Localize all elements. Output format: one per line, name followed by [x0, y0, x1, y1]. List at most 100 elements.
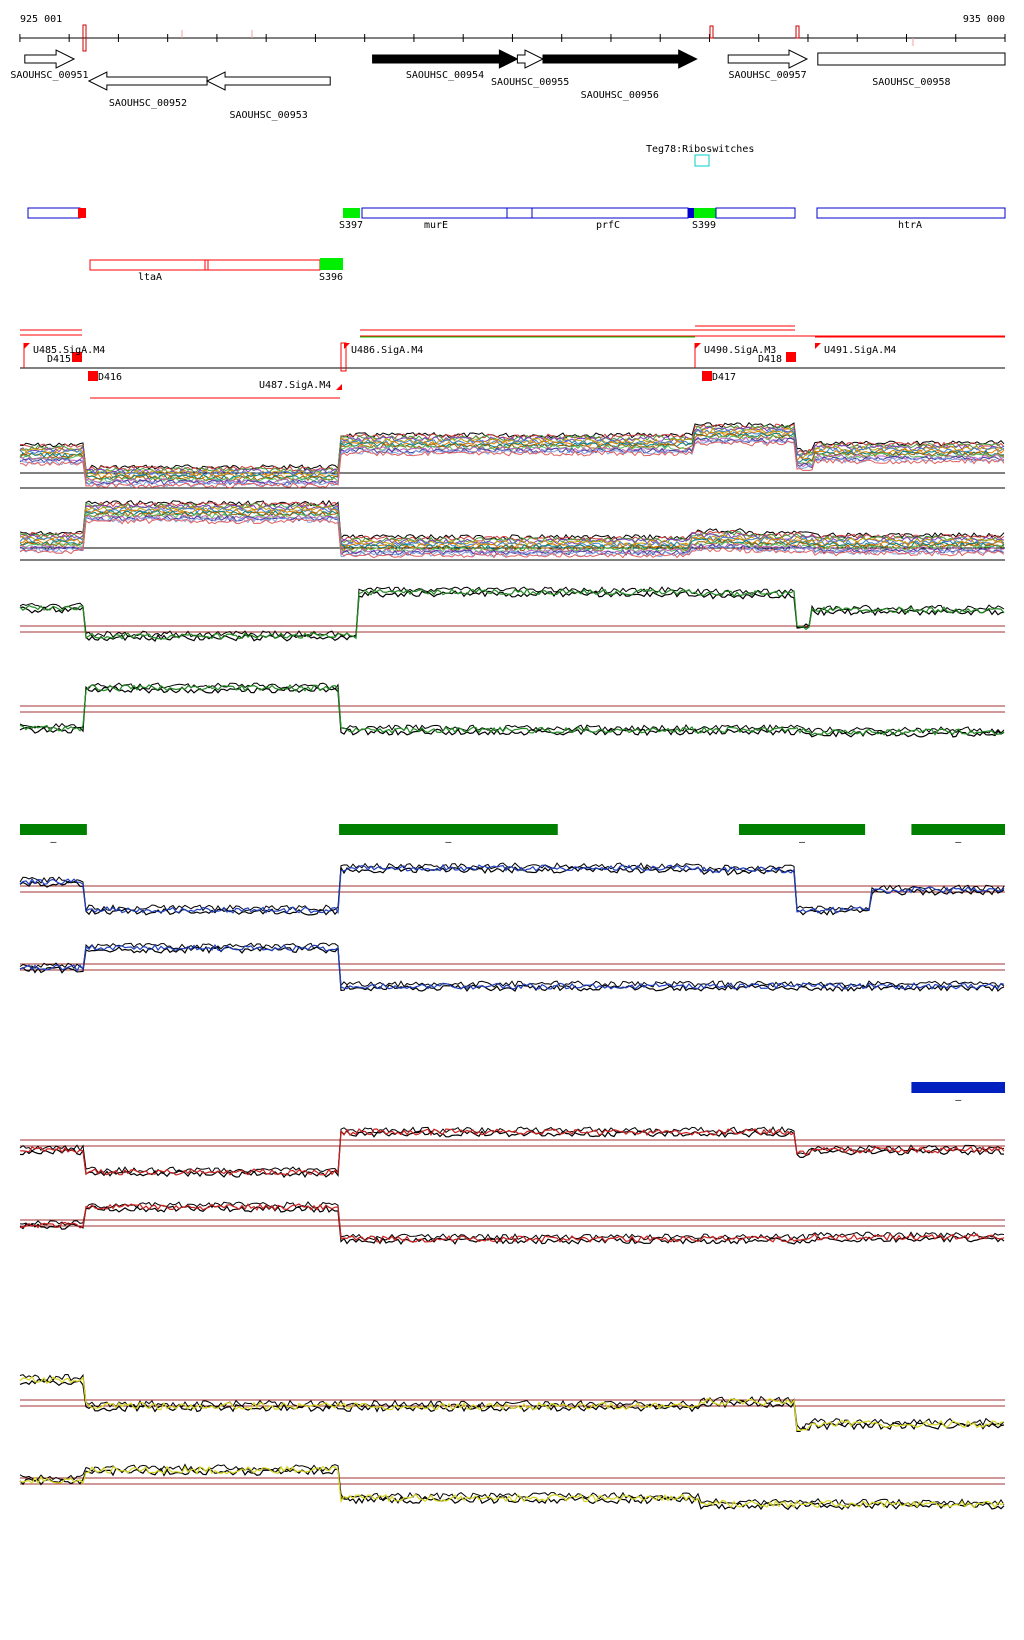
tss-flag[interactable] — [336, 384, 342, 390]
green-block[interactable] — [339, 824, 558, 835]
transcript-track: S397 murE prfC S399 htrA ltaA S396 — [27, 207, 1006, 283]
tss-flag[interactable] — [815, 343, 821, 349]
gene-arrow-saouhsc_00952[interactable] — [87, 71, 208, 91]
tss-flag[interactable] — [344, 343, 350, 349]
tss-label: D415 — [47, 354, 71, 365]
transcript-label-prfc: prfC — [596, 220, 620, 231]
green-block[interactable] — [20, 824, 87, 835]
coverage-line — [19, 1375, 1005, 1432]
tss-flag[interactable] — [695, 343, 701, 349]
green-block[interactable] — [911, 824, 1005, 835]
gene-label: SAOUHSC_00955 — [491, 77, 569, 88]
gene-arrow-saouhsc_00957[interactable] — [727, 49, 809, 69]
expression-track — [19, 1463, 1005, 1511]
gene-arrow-saouhsc_00955[interactable] — [516, 49, 545, 69]
transcript-label-mure: murE — [424, 220, 448, 231]
coverage-line — [19, 587, 1005, 640]
segment-label-s399: S399 — [692, 220, 716, 231]
block-label: – — [50, 837, 57, 848]
transcript-box-htra[interactable] — [816, 207, 1006, 219]
coverage-line — [19, 440, 1005, 489]
coverage-line — [19, 943, 1005, 990]
transcript-label-htra: htrA — [898, 220, 922, 231]
tss-label: U487.SigA.M4 — [259, 380, 331, 391]
riboswitch-label: Teg78:Riboswitches — [646, 144, 754, 155]
tss-box — [340, 342, 347, 372]
riboswitch-box[interactable] — [694, 154, 710, 167]
gene-arrow-saouhsc_00956[interactable] — [542, 49, 698, 69]
tss-label: U485.SigA.M4 — [33, 345, 105, 356]
tss-track: U485.SigA.M4 D415 D416 U487.SigA.M4 U486… — [20, 325, 1005, 399]
transcript-box[interactable] — [715, 207, 796, 219]
gene-arrow-saouhsc_00958[interactable] — [817, 52, 1006, 66]
expression-tracks — [19, 422, 1005, 1511]
block-label: – — [955, 837, 962, 848]
gene-arrow-saouhsc_00953[interactable] — [205, 71, 331, 91]
tss-label: D417 — [712, 372, 736, 383]
coverage-line — [20, 1129, 1005, 1179]
transcript-box-mure[interactable] — [361, 207, 508, 219]
coverage-line — [19, 1203, 1005, 1243]
coverage-line — [19, 427, 1005, 477]
coverage-line — [19, 1467, 1005, 1511]
transcript-box-prfc[interactable] — [531, 207, 689, 219]
expression-track — [19, 682, 1005, 738]
tss-label: U486.SigA.M4 — [351, 345, 423, 356]
coverage-line — [19, 518, 1005, 559]
coverage-line — [19, 682, 1005, 734]
gene-arrow-saouhsc_00954[interactable] — [372, 49, 519, 69]
expression-track — [19, 499, 1005, 561]
coverage-line — [19, 863, 1005, 915]
gene-label: SAOUHSC_00951 — [10, 70, 88, 81]
expression-track — [19, 1126, 1005, 1179]
tss-label: D418 — [758, 354, 782, 365]
coverage-line — [19, 426, 1005, 475]
coverage-line — [19, 1465, 1005, 1509]
coverage-line — [19, 433, 1005, 482]
coverage-line — [19, 422, 1005, 471]
coverage-line — [19, 586, 1005, 638]
block-tracks: – – – – – — [20, 824, 1005, 1106]
tss-label: U490.SigA.M3 — [704, 345, 776, 356]
block-label: – — [799, 837, 806, 848]
blue-block[interactable] — [911, 1082, 1005, 1093]
expression-track — [19, 942, 1005, 992]
coverage-line — [19, 506, 1005, 548]
ruler-marker-red — [795, 25, 800, 39]
block-label: – — [955, 1095, 962, 1106]
ruler-ticks — [19, 34, 1006, 42]
transcript-label-ltaa: ltaA — [138, 272, 162, 283]
coverage-line — [19, 590, 1005, 642]
segment-label-s396: S396 — [319, 272, 343, 283]
gene-arrow-saouhsc_00951[interactable] — [24, 49, 76, 69]
expression-track — [19, 422, 1005, 489]
segment-green[interactable] — [694, 208, 716, 218]
ruler-start-label: 925 001 — [20, 14, 62, 25]
expression-track — [19, 586, 1005, 642]
tss-flag[interactable] — [24, 343, 30, 349]
gene-label: SAOUHSC_00958 — [872, 77, 950, 88]
tss-red-box — [72, 352, 82, 362]
coverage-line — [19, 942, 1005, 988]
ruler-end-label: 935 000 — [963, 14, 1005, 25]
ruler-marker-red — [709, 25, 714, 39]
green-block[interactable] — [739, 824, 866, 835]
expression-track — [19, 1373, 1005, 1433]
segment-blue — [688, 208, 694, 218]
gene-label: SAOUHSC_00956 — [581, 90, 659, 101]
segment-green[interactable] — [320, 258, 343, 270]
gene-label: SAOUHSC_00954 — [406, 70, 484, 81]
coverage-line — [19, 945, 1005, 992]
gene-track: SAOUHSC_00951 SAOUHSC_00952 SAOUHSC_00953 S… — [10, 49, 1006, 121]
transcript-end-red — [78, 208, 86, 218]
coverage-line — [19, 862, 1005, 913]
coverage-line — [19, 1463, 1005, 1507]
coverage-line — [19, 684, 1005, 736]
gene-label: SAOUHSC_00953 — [229, 110, 307, 121]
segment-green[interactable] — [343, 208, 360, 218]
transcript-box[interactable] — [27, 207, 81, 219]
expression-track — [19, 862, 1005, 916]
coverage-line — [19, 502, 1005, 544]
coverage-line — [19, 1373, 1005, 1430]
